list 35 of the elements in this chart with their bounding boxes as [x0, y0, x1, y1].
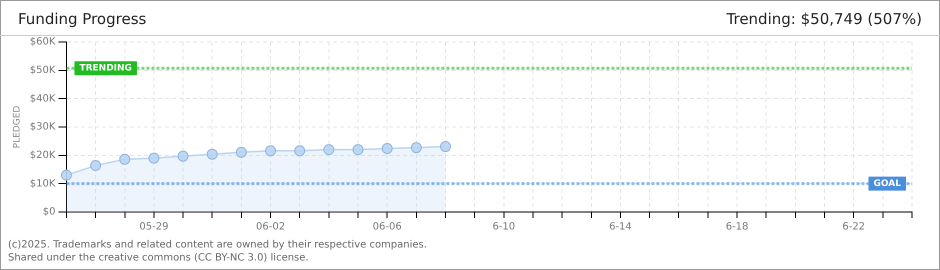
- x-tick-label: 05-29: [139, 222, 168, 233]
- point: [90, 160, 102, 172]
- x-tick-label: 6-22: [842, 222, 866, 233]
- y-tick-label: $30K: [30, 122, 56, 133]
- point: [178, 150, 189, 162]
- text: Shared under the creative commons (CC BY-NC 3.0) license.: [8, 252, 309, 264]
- point: [148, 152, 160, 164]
- y-tick-label: $40K: [30, 93, 56, 104]
- x-tick-label: 6-10: [492, 222, 516, 233]
- text: (c)2025. Trademarks and related content are owned by their respective companies.: [8, 240, 427, 251]
- ref-line-label: TRENDING: [79, 64, 132, 74]
- y-axis-title: PLEDGED: [12, 106, 23, 148]
- y-tick-label: $60K: [30, 36, 56, 48]
- point: [352, 144, 364, 156]
- point: [410, 142, 422, 154]
- y-tick-label: $20K: [30, 150, 56, 161]
- chart-title: Funding Progress: [18, 10, 147, 28]
- ref-line-label: GOAL: [874, 179, 902, 190]
- point: [294, 145, 306, 156]
- point: [236, 146, 247, 158]
- y-tick-label: $50K: [30, 64, 56, 76]
- point: [265, 145, 276, 156]
- point: [323, 144, 334, 156]
- y-tick-label: $10K: [30, 178, 56, 190]
- x-tick-label: 6-14: [609, 222, 632, 233]
- x-tick-label: 06-02: [256, 222, 286, 233]
- point: [206, 148, 218, 160]
- x-tick-label: 6-18: [726, 222, 748, 233]
- point: [60, 170, 72, 181]
- y-tick-label: $0: [42, 206, 56, 218]
- point: [119, 154, 130, 165]
- point: [382, 143, 393, 154]
- point: [440, 141, 451, 152]
- chart-subtitle: Trending: $50,749 (507%): [726, 10, 922, 28]
- x-tick-label: 06-06: [372, 222, 402, 233]
